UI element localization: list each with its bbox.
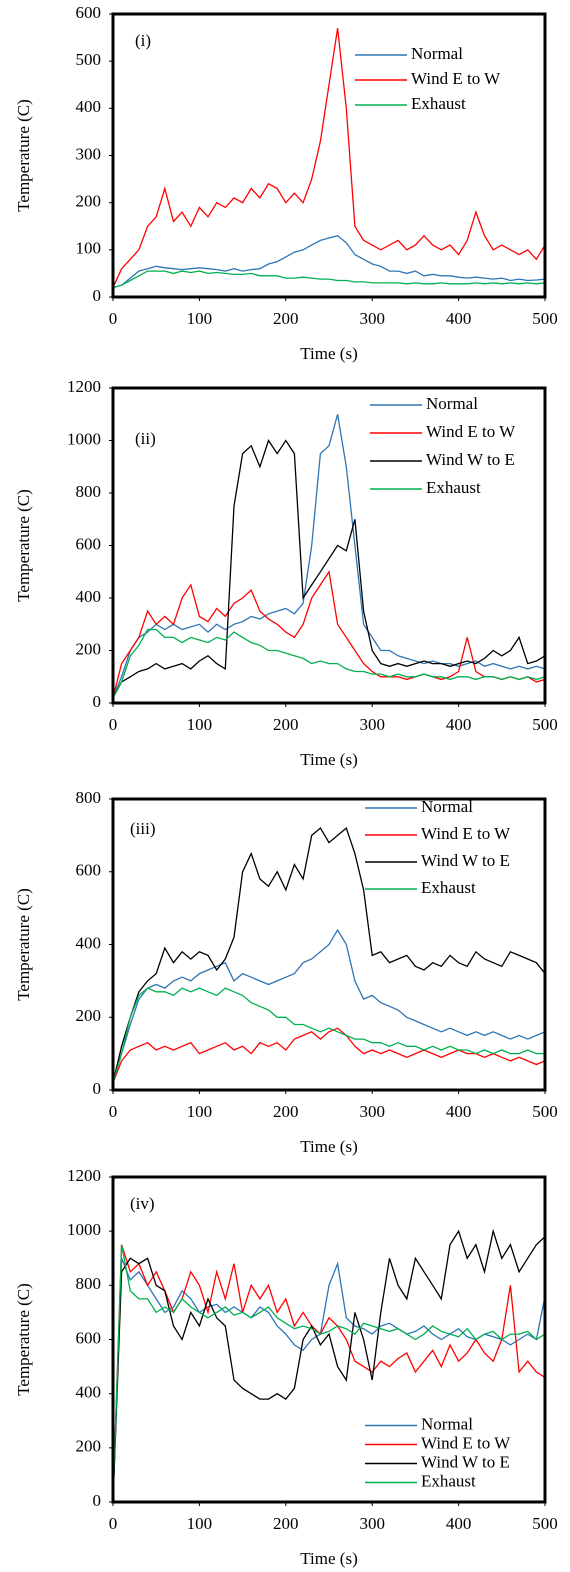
y-axis-title: Temperature (C) <box>14 489 33 602</box>
x-tick-label: 200 <box>273 1102 299 1121</box>
x-tick-label: 100 <box>187 1102 213 1121</box>
legend-label: Wind W to E <box>421 1452 510 1471</box>
legend-label: Normal <box>426 394 478 413</box>
x-tick-label: 300 <box>359 715 385 734</box>
y-tick-label: 0 <box>93 1079 102 1098</box>
x-tick-label: 400 <box>446 309 472 328</box>
x-axis-title: Time (s) <box>300 344 357 363</box>
x-tick-label: 300 <box>359 309 385 328</box>
x-tick-label: 300 <box>359 1102 385 1121</box>
legend-label: Exhaust <box>411 94 466 113</box>
y-tick-label: 600 <box>76 3 102 22</box>
series-line <box>112 1244 546 1503</box>
x-tick-label: 100 <box>187 715 213 734</box>
y-axis-title: Temperature (C) <box>14 99 33 212</box>
y-tick-label: 100 <box>76 239 102 258</box>
y-tick-label: 800 <box>76 788 102 807</box>
series-line <box>112 1258 546 1503</box>
legend-label: Normal <box>421 797 473 816</box>
y-tick-label: 1000 <box>67 1220 101 1239</box>
y-tick-label: 800 <box>76 482 102 501</box>
legend-label: Wind E to W <box>411 69 501 88</box>
plot-frame <box>111 12 547 299</box>
y-tick-label: 200 <box>76 192 102 211</box>
x-tick-label: 500 <box>532 1102 558 1121</box>
y-tick-label: 0 <box>93 692 102 711</box>
panel-label: (ii) <box>135 429 156 448</box>
legend-label: Normal <box>421 1414 473 1433</box>
legend-label: Exhaust <box>421 1471 476 1490</box>
plot-frame <box>111 797 547 1092</box>
y-tick-label: 200 <box>76 1006 102 1025</box>
legend-label: Wind E to W <box>426 422 516 441</box>
x-axis-title: Time (s) <box>300 750 357 769</box>
x-tick-label: 300 <box>359 1514 385 1533</box>
series-line <box>112 234 546 289</box>
x-tick-label: 200 <box>273 715 299 734</box>
legend-label: Exhaust <box>426 478 481 497</box>
series-line <box>112 628 546 699</box>
y-axis-title: Temperature (C) <box>14 1283 33 1396</box>
series-line <box>112 439 546 699</box>
x-tick-label: 400 <box>446 715 472 734</box>
y-tick-label: 800 <box>76 1274 102 1293</box>
series-line <box>112 928 546 1083</box>
legend-label: Wind E to W <box>421 1433 511 1452</box>
x-tick-label: 0 <box>109 1102 118 1121</box>
x-tick-label: 100 <box>187 309 213 328</box>
x-tick-label: 200 <box>273 1514 299 1533</box>
y-tick-label: 600 <box>76 534 102 553</box>
x-tick-label: 0 <box>109 715 118 734</box>
series-line <box>112 570 546 698</box>
y-axis-title: Temperature (C) <box>14 888 33 1001</box>
series-line <box>112 987 545 1083</box>
y-tick-label: 500 <box>76 50 102 69</box>
x-tick-label: 0 <box>109 309 118 328</box>
panel-label: (iii) <box>130 819 156 838</box>
legend-label: Exhaust <box>421 878 476 897</box>
series-line <box>112 1228 546 1503</box>
x-tick-label: 500 <box>532 715 558 734</box>
x-tick-label: 400 <box>446 1102 472 1121</box>
x-axis-title: Time (s) <box>300 1549 357 1568</box>
y-tick-label: 300 <box>76 144 102 163</box>
y-tick-label: 600 <box>76 1328 102 1347</box>
y-tick-label: 1000 <box>67 429 101 448</box>
x-tick-label: 200 <box>273 309 299 328</box>
series-line <box>112 270 546 289</box>
y-tick-label: 1200 <box>67 377 101 396</box>
plot-frame <box>111 1175 547 1504</box>
y-tick-label: 400 <box>76 1383 102 1402</box>
legend-label: Wind E to W <box>421 824 511 843</box>
y-tick-label: 600 <box>76 861 102 880</box>
y-tick-label: 200 <box>76 639 102 658</box>
series-line <box>112 1027 546 1083</box>
legend-label: Wind W to E <box>421 851 510 870</box>
x-tick-label: 500 <box>532 1514 558 1533</box>
x-tick-label: 400 <box>446 1514 472 1533</box>
x-axis-title: Time (s) <box>300 1137 357 1156</box>
y-tick-label: 0 <box>93 286 102 305</box>
x-tick-label: 500 <box>532 309 558 328</box>
x-tick-label: 0 <box>109 1514 118 1533</box>
series-line <box>112 1244 546 1503</box>
series-line <box>112 826 546 1083</box>
legend-label: Wind W to E <box>426 450 515 469</box>
y-tick-label: 400 <box>76 587 102 606</box>
panel-label: (i) <box>135 31 151 50</box>
y-tick-label: 1200 <box>67 1166 101 1185</box>
panel-label: (iv) <box>130 1194 155 1213</box>
plot-frame <box>111 386 547 705</box>
y-tick-label: 0 <box>93 1491 102 1510</box>
legend-label: Normal <box>411 44 463 63</box>
y-tick-label: 400 <box>76 933 102 952</box>
series-line <box>112 28 546 288</box>
x-tick-label: 100 <box>187 1514 213 1533</box>
y-tick-label: 200 <box>76 1437 102 1456</box>
y-tick-label: 400 <box>76 97 102 116</box>
